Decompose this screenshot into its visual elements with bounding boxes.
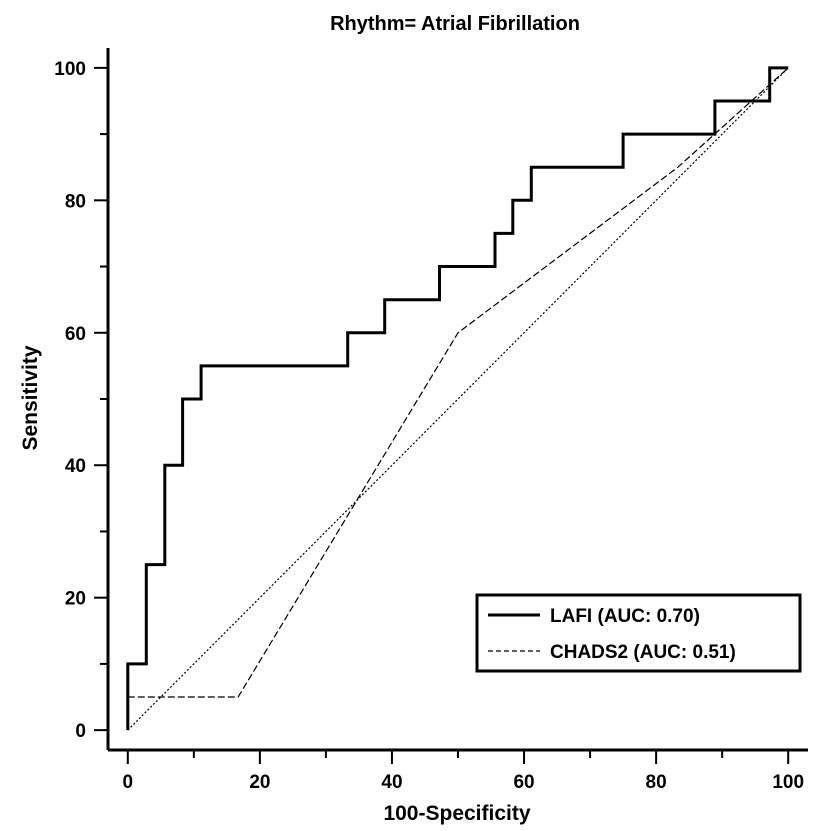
x-tick-label: 20 — [249, 772, 270, 793]
x-tick-label: 60 — [513, 772, 534, 793]
y-tick-label: 40 — [65, 456, 86, 477]
y-tick-label: 80 — [65, 191, 86, 212]
x-tick-label: 0 — [123, 772, 134, 793]
legend-box — [475, 593, 802, 673]
x-tick-label: 100 — [772, 772, 804, 793]
y-tick-label: 20 — [65, 589, 86, 610]
x-axis-label: 100-Specificity — [383, 802, 530, 825]
legend: LAFI (AUC: 0.70) CHADS2 (AUC: 0.51) — [475, 593, 802, 673]
x-tick-label: 80 — [646, 772, 667, 793]
legend-label-lafi: LAFI (AUC: 0.70) — [550, 606, 700, 627]
y-axis-label: Sensitivity — [19, 345, 42, 450]
plot-area: 0 20 40 60 80 100 0 20 40 60 80 100 — [54, 48, 808, 793]
y-tick-label: 60 — [65, 324, 86, 345]
series-line-chads2 — [127, 67, 789, 698]
series-line-lafi — [126, 66, 789, 731]
y-tick-label: 0 — [75, 721, 86, 742]
chart-title: Rhythm= Atrial Fibrillation — [330, 13, 580, 35]
y-tick-label: 100 — [54, 59, 86, 80]
x-tick-label: 40 — [381, 772, 402, 793]
legend-label-chads2: CHADS2 (AUC: 0.51) — [550, 642, 736, 663]
axis-ticks: 0 20 40 60 80 100 0 20 40 60 80 100 — [54, 59, 804, 793]
series-lines — [126, 66, 789, 731]
